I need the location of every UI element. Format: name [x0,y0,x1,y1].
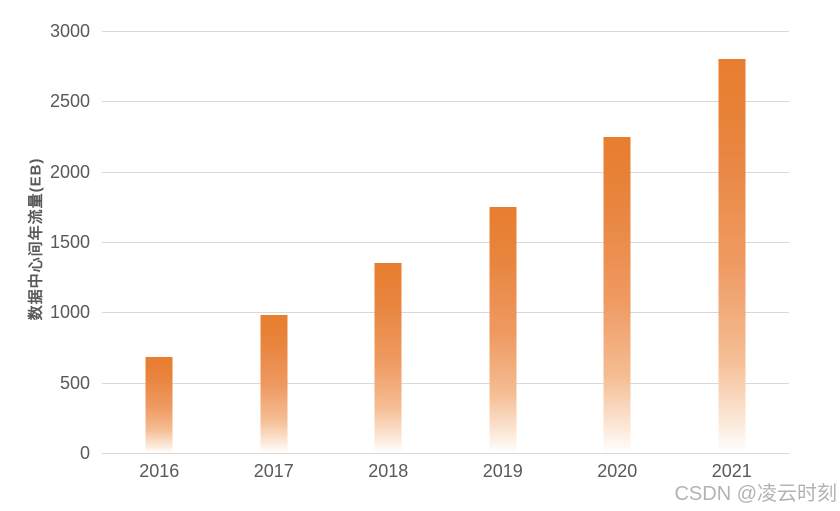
gridline-2000 [102,171,789,173]
x-tick-label-2016: 2016 [139,461,180,481]
plot-area [102,31,789,454]
y-tick-label-1000: 1000 [49,302,90,323]
gridline-1000 [102,312,789,314]
y-tick-label-500: 500 [59,372,90,393]
gridline-500 [102,382,789,384]
y-axis: 0 500 1000 1500 2000 2500 3000 [0,22,90,462]
y-tick-label-3000: 3000 [49,21,90,41]
x-axis-line [102,453,789,454]
bar-2021 [718,59,746,453]
watermark: CSDN @凌云时刻 [674,483,837,505]
bar-2018 [374,263,402,453]
x-axis: 2016 2017 2018 2019 2020 2021 [102,461,789,485]
x-tick-label-2017: 2017 [253,461,294,481]
gridline-1500 [102,242,789,243]
bar-2020 [603,136,631,453]
y-tick-label-2000: 2000 [49,161,90,182]
y-tick-label-1500: 1500 [49,232,90,252]
x-tick-label-2021: 2021 [711,461,752,481]
gridline-3000 [102,31,789,32]
y-tick-label-0: 0 [79,443,90,463]
bar-2016 [145,357,173,453]
y-tick-label-2500: 2500 [49,91,90,112]
bar-2019 [489,206,517,453]
x-tick-label-2018: 2018 [368,461,409,481]
gridline-2500 [102,101,789,103]
bar-2017 [260,315,288,453]
x-tick-label-2020: 2020 [597,461,638,481]
x-tick-label-2019: 2019 [482,461,523,481]
